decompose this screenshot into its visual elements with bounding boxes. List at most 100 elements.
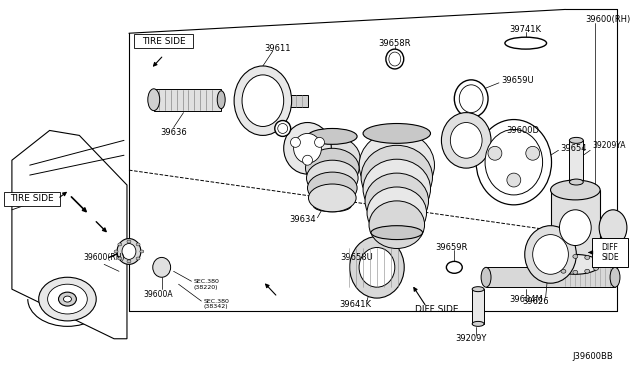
Ellipse shape [148,89,160,110]
Ellipse shape [559,210,591,246]
Ellipse shape [38,277,96,321]
Ellipse shape [488,146,502,160]
Ellipse shape [552,259,557,262]
Ellipse shape [532,235,568,274]
Ellipse shape [127,260,131,263]
Bar [592,238,628,267]
Ellipse shape [47,284,87,314]
Ellipse shape [550,254,600,274]
Ellipse shape [550,180,600,200]
Ellipse shape [573,254,578,259]
Bar [472,289,484,324]
Text: 39659R: 39659R [435,243,468,252]
Text: 39658R: 39658R [378,39,411,48]
Text: 39626: 39626 [522,296,549,305]
Ellipse shape [136,257,140,260]
Polygon shape [486,267,615,287]
Ellipse shape [451,122,482,158]
Ellipse shape [369,201,424,248]
Ellipse shape [476,119,552,205]
Ellipse shape [284,122,332,174]
Ellipse shape [570,179,583,185]
Ellipse shape [593,266,598,270]
Text: 39209YA: 39209YA [592,141,626,150]
Ellipse shape [585,269,589,273]
Text: 39659U: 39659U [501,76,534,85]
Ellipse shape [359,247,395,287]
Ellipse shape [305,137,360,180]
Text: 39600A: 39600A [144,290,173,299]
Text: 39641K: 39641K [339,299,371,308]
Ellipse shape [442,113,491,168]
Polygon shape [154,89,221,110]
Ellipse shape [315,137,324,147]
Ellipse shape [308,184,356,212]
Text: 39209Y: 39209Y [456,334,487,343]
Ellipse shape [561,269,566,273]
Text: 39600D: 39600D [506,126,539,135]
Ellipse shape [58,292,76,306]
Ellipse shape [525,226,577,283]
Ellipse shape [599,210,627,246]
Ellipse shape [505,37,547,49]
Bar [570,140,583,182]
Ellipse shape [291,137,300,147]
Ellipse shape [610,267,620,287]
Ellipse shape [114,250,118,253]
Ellipse shape [153,257,171,277]
Text: 39654: 39654 [561,144,587,153]
Text: 39741K: 39741K [509,25,541,34]
Ellipse shape [593,259,598,262]
Ellipse shape [278,124,287,134]
Ellipse shape [294,134,321,163]
Ellipse shape [303,155,312,165]
Ellipse shape [585,256,589,260]
Ellipse shape [136,243,140,246]
Text: SEC.380
(38342): SEC.380 (38342) [204,299,229,310]
Ellipse shape [217,91,225,109]
Text: 39600(RH): 39600(RH) [585,15,630,24]
Ellipse shape [242,75,284,126]
Ellipse shape [234,66,292,135]
Text: TIRE SIDE: TIRE SIDE [10,195,54,203]
Text: 39600(RH): 39600(RH) [83,253,125,262]
Ellipse shape [307,172,357,204]
Bar [4,192,60,206]
Ellipse shape [552,266,557,270]
Polygon shape [550,190,600,264]
Bar [263,95,307,107]
Ellipse shape [472,287,484,292]
Ellipse shape [127,240,131,243]
Ellipse shape [314,200,351,212]
Ellipse shape [485,129,543,195]
Ellipse shape [359,131,435,199]
Ellipse shape [371,226,422,240]
Ellipse shape [526,146,540,160]
Bar [134,34,193,48]
Ellipse shape [363,159,431,219]
Text: DIFF
SIDE: DIFF SIDE [601,243,619,262]
Ellipse shape [549,262,554,266]
Text: TIRE SIDE: TIRE SIDE [142,37,186,46]
Ellipse shape [117,238,141,264]
Text: 39636: 39636 [160,128,187,137]
Ellipse shape [481,267,491,287]
Ellipse shape [63,296,72,302]
Ellipse shape [389,52,401,66]
Text: J39600BB: J39600BB [572,352,613,360]
Ellipse shape [363,124,431,143]
Ellipse shape [122,244,136,259]
Text: SEC.380
(38220): SEC.380 (38220) [193,279,220,290]
Ellipse shape [386,49,404,69]
Ellipse shape [365,173,429,229]
Text: 39604M: 39604M [509,295,543,304]
Polygon shape [12,131,127,339]
Text: DIFF SIDE: DIFF SIDE [415,305,458,314]
Ellipse shape [446,262,462,273]
Ellipse shape [507,173,521,187]
Text: 39634: 39634 [289,215,316,224]
Ellipse shape [573,270,578,274]
Ellipse shape [472,321,484,326]
Ellipse shape [118,257,122,260]
Text: 39611: 39611 [264,44,291,52]
